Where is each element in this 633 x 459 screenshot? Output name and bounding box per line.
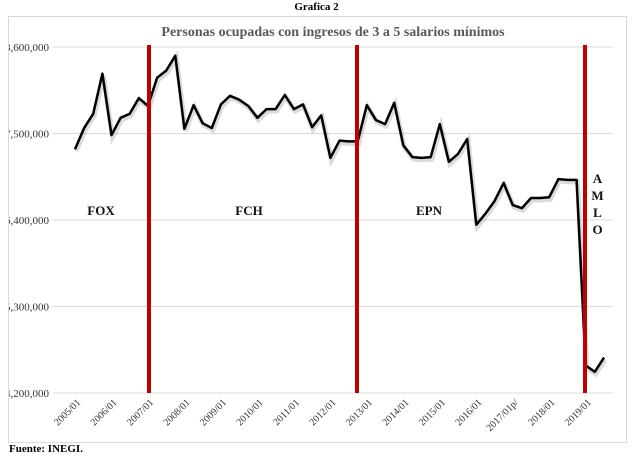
y-tick-label: 8,600,000 <box>9 42 50 54</box>
x-tick-label: 2014/01 <box>380 397 411 428</box>
y-tick-label: 4,200,000 <box>9 388 50 400</box>
x-tick-label: 2011/01 <box>271 397 302 428</box>
series-line <box>73 54 606 374</box>
line-chart: Personas ocupadas con ingresos de 3 a 5 … <box>9 25 613 434</box>
y-tick-label: 5,300,000 <box>9 302 50 314</box>
period-label-amlo: AMLO <box>590 171 605 239</box>
period-label-fch: FCH <box>235 203 262 218</box>
chart-frame: Personas ocupadas con ingresos de 3 a 5 … <box>8 16 627 443</box>
x-tick-label: 2017/01p/ <box>484 397 521 434</box>
period-label-epn: EPN <box>416 203 443 218</box>
x-tick-label: 2005/01 <box>52 397 83 428</box>
figure-title: Grafica 2 <box>294 1 339 13</box>
x-tick-label: 2018/01 <box>526 397 557 428</box>
x-tick-label: 2016/01 <box>453 397 484 428</box>
series-line-shadow <box>73 50 608 378</box>
x-tick-label: 2013/01 <box>344 397 375 428</box>
x-tick-label: 2010/01 <box>235 397 266 428</box>
x-tick-label: 2009/01 <box>198 397 229 428</box>
x-tick-label: 2007/01 <box>125 397 156 428</box>
x-tick-label: 2006/01 <box>89 397 120 428</box>
chart-title: Personas ocupadas con ingresos de 3 a 5 … <box>161 25 505 40</box>
source-note: Fuente: INEGI. <box>9 443 83 455</box>
x-tick-label: 2019/01 <box>563 397 594 428</box>
period-label-fox: FOX <box>87 203 115 218</box>
x-tick-label: 2015/01 <box>417 397 448 428</box>
x-tick-label: 2008/01 <box>162 397 193 428</box>
y-tick-label: 7,500,000 <box>9 129 50 141</box>
y-tick-label: 6,400,000 <box>9 215 50 227</box>
x-tick-label: 2012/01 <box>308 397 339 428</box>
